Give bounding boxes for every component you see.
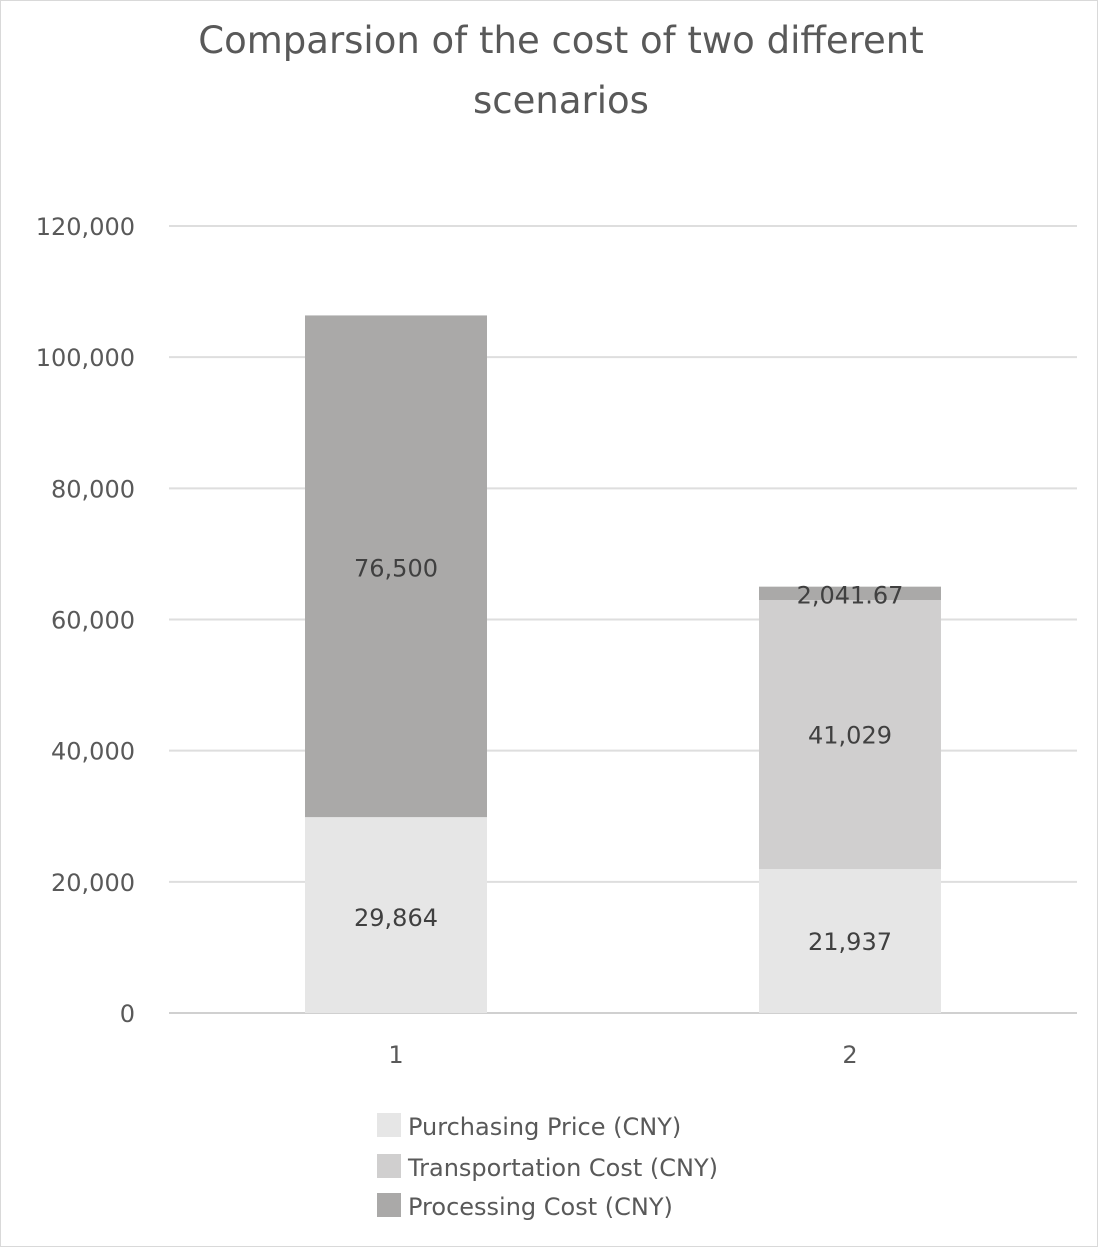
y-tick-label: 120,000 — [36, 213, 135, 241]
x-tick-label: 1 — [388, 1041, 403, 1069]
y-tick-label: 40,000 — [51, 738, 135, 766]
data-label: 2,041.67 — [797, 582, 904, 610]
y-tick-label: 80,000 — [51, 475, 135, 503]
bar-segment — [305, 315, 487, 818]
data-labels: 29,864 76,500 21,937 41,029 2,041.67 — [354, 554, 903, 956]
y-tick-label: 60,000 — [51, 607, 135, 635]
data-label: 21,937 — [808, 928, 892, 956]
legend-swatch — [377, 1113, 401, 1137]
data-label: 29,864 — [354, 904, 438, 932]
legend-swatch — [377, 1154, 401, 1178]
x-tick-label: 2 — [842, 1041, 857, 1069]
legend-swatch — [377, 1193, 401, 1217]
legend-label: Purchasing Price (CNY) — [408, 1113, 681, 1141]
bar-segment — [759, 869, 941, 1013]
data-label: 76,500 — [354, 554, 438, 582]
legend-label: Processing Cost (CNY) — [408, 1193, 673, 1221]
y-tick-label: 0 — [120, 1000, 135, 1028]
bar-segment — [759, 600, 941, 870]
bar-segment — [305, 817, 487, 1013]
bars — [305, 315, 941, 1013]
y-axis-ticks: 0 20,000 40,000 60,000 80,000 100,000 120,000 — [36, 213, 135, 1028]
chart-title: Comparsion of the cost of two different s… — [198, 19, 923, 122]
chart-title-line: Comparsion of the cost of two different — [198, 19, 923, 62]
y-tick-label: 20,000 — [51, 869, 135, 897]
bar-segment — [759, 586, 941, 601]
legend-label: Transportation Cost (CNY) — [407, 1154, 718, 1182]
data-label: 41,029 — [808, 722, 892, 750]
chart-title-line: scenarios — [473, 79, 649, 122]
legend: Purchasing Price (CNY) Transportation Cos… — [377, 1113, 718, 1221]
y-tick-label: 100,000 — [36, 344, 135, 372]
